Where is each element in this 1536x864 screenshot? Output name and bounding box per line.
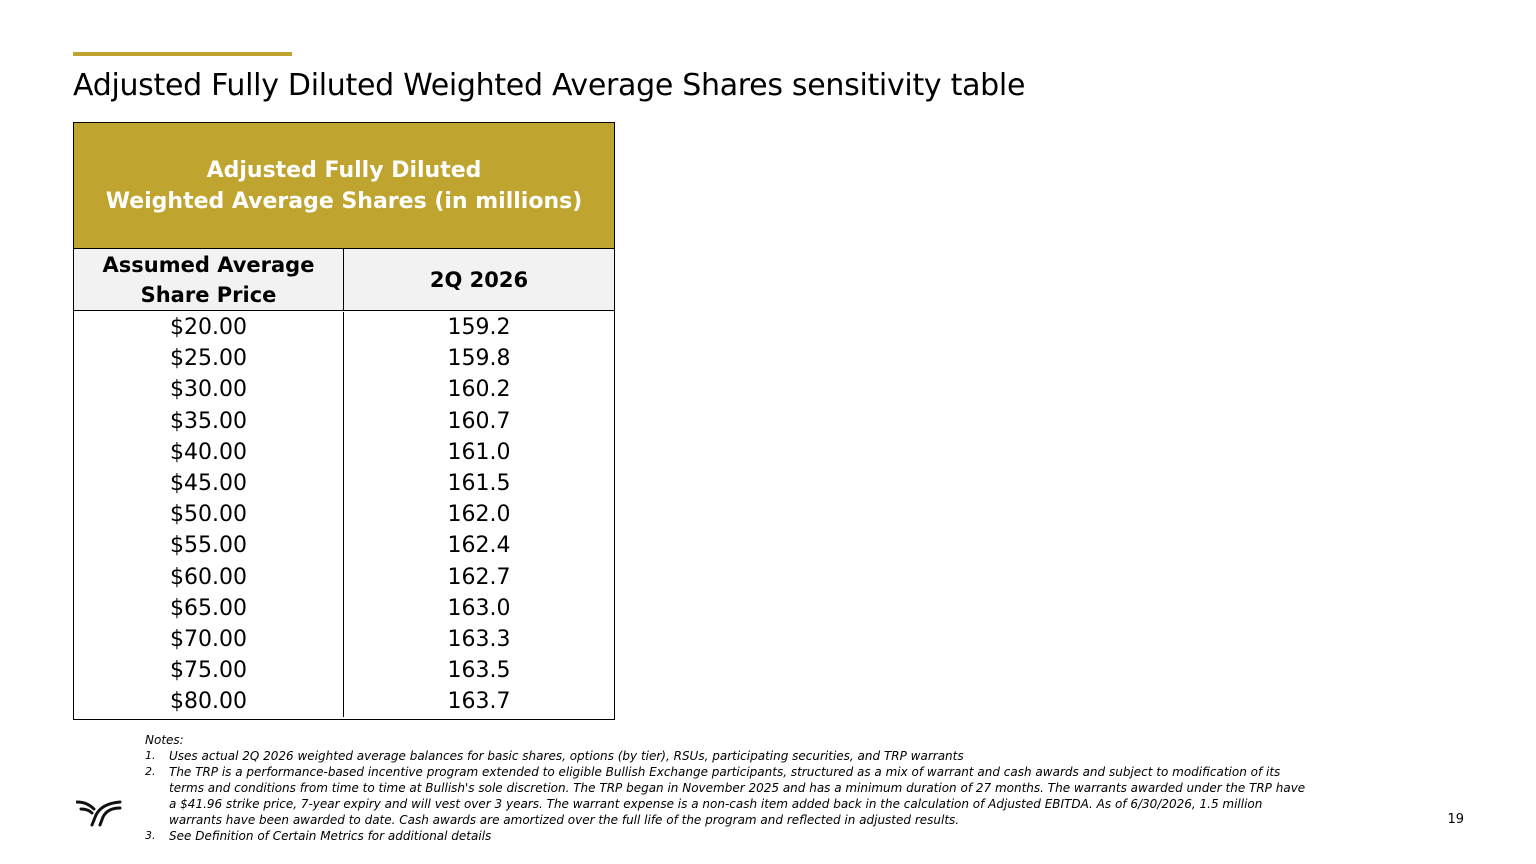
column-header-price-line1: Assumed Average (102, 252, 315, 277)
price-column: $20.00 $25.00 $30.00 $35.00 $40.00 $45.0… (74, 312, 344, 718)
page-number: 19 (1447, 812, 1464, 827)
price-cell: $80.00 (170, 689, 247, 715)
shares-cell: 163.0 (447, 595, 511, 621)
table-header: Adjusted Fully Diluted Weighted Average … (74, 123, 614, 249)
shares-cell: 163.3 (447, 626, 511, 652)
footnote-item: 2. The TRP is a performance-based incent… (145, 764, 1315, 828)
footnote-text: See Definition of Certain Metrics for ad… (169, 829, 492, 843)
page-title: Adjusted Fully Diluted Weighted Average … (73, 68, 1026, 103)
price-cell: $75.00 (170, 658, 247, 684)
bull-logo-icon (75, 799, 124, 827)
shares-cell: 161.5 (447, 470, 511, 496)
table-header-line1: Adjusted Fully Diluted (206, 157, 482, 183)
shares-cell: 162.0 (447, 502, 511, 528)
column-header-price-line2: Share Price (140, 282, 277, 307)
price-cell: $70.00 (170, 626, 247, 652)
shares-cell: 162.4 (447, 533, 511, 559)
footnote-text: The TRP is a performance-based incentive… (169, 765, 1306, 827)
footnotes: Notes: 1. Uses actual 2Q 2026 weighted a… (145, 732, 1315, 844)
price-cell: $65.00 (170, 595, 247, 621)
shares-cell: 161.0 (447, 439, 511, 465)
footnote-number: 3. (145, 829, 156, 842)
column-header-period: 2Q 2026 (429, 267, 529, 292)
shares-cell: 160.2 (447, 377, 511, 403)
shares-cell: 163.5 (447, 658, 511, 684)
footnote-item: 1. Uses actual 2Q 2026 weighted average … (145, 748, 1315, 764)
column-header-row: Assumed Average Share Price 2Q 2026 (74, 249, 614, 311)
price-cell: $60.00 (170, 564, 247, 590)
shares-column: 159.2 159.8 160.2 160.7 161.0 161.5 162.… (344, 312, 614, 717)
notes-label: Notes: (145, 733, 184, 747)
title-accent-bar (73, 52, 292, 56)
shares-cell: 163.7 (447, 689, 511, 715)
column-header-price: Assumed Average Share Price (74, 249, 344, 310)
price-cell: $30.00 (170, 377, 247, 403)
shares-cell: 160.7 (447, 408, 511, 434)
price-cell: $50.00 (170, 502, 247, 528)
price-cell: $45.00 (170, 470, 247, 496)
footnote-text: Uses actual 2Q 2026 weighted average bal… (169, 749, 964, 763)
footnote-number: 2. (145, 765, 156, 778)
table-header-line2: Weighted Average Shares (in millions) (105, 188, 583, 214)
table-body: $20.00 $25.00 $30.00 $35.00 $40.00 $45.0… (74, 311, 614, 719)
price-cell: $35.00 (170, 408, 247, 434)
shares-cell: 159.2 (447, 315, 511, 340)
price-cell: $55.00 (170, 533, 247, 559)
price-cell: $20.00 (170, 315, 247, 340)
price-cell: $25.00 (170, 346, 247, 372)
sensitivity-table: Adjusted Fully Diluted Weighted Average … (73, 122, 615, 721)
footnote-item: 3. See Definition of Certain Metrics for… (145, 828, 1315, 844)
shares-cell: 159.8 (447, 346, 511, 372)
shares-cell: 162.7 (447, 564, 511, 590)
price-cell: $40.00 (170, 439, 247, 465)
footnote-number: 1. (145, 749, 156, 762)
